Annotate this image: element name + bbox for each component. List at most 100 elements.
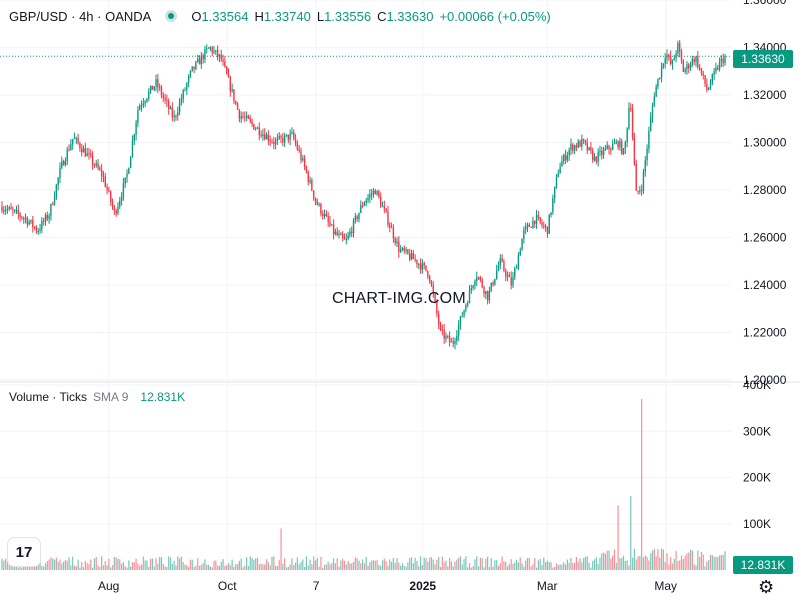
volume-bar [280, 528, 282, 570]
price-axis-label: 1.26000 [743, 231, 787, 245]
candle-body [171, 107, 174, 118]
candle-body [644, 160, 646, 172]
volume-bar [447, 566, 449, 570]
candle-body [334, 231, 337, 235]
volume-bar [429, 557, 431, 570]
volume-bar [52, 558, 54, 570]
volume-bar [539, 558, 541, 570]
candle-body [186, 83, 188, 90]
high-label: H [254, 8, 264, 24]
symbol-title[interactable]: GBP/USD · 4h · OANDA [9, 8, 152, 24]
candle-body [506, 275, 509, 277]
volume-bar [227, 563, 230, 570]
volume-bar [106, 565, 108, 570]
candle-body [597, 152, 599, 162]
gear-icon[interactable]: ⚙ [758, 577, 775, 597]
candle-body [318, 203, 320, 205]
candle-body [372, 190, 375, 195]
volume-bar [485, 558, 487, 570]
candle-body [613, 143, 616, 145]
candle-body [13, 210, 16, 212]
candle-body [376, 190, 378, 195]
volume-bar [102, 565, 105, 570]
volume-bar [298, 564, 300, 570]
price-axis-label: 1.30000 [743, 136, 787, 150]
volume-bar [157, 563, 159, 570]
volume-bar [706, 561, 708, 570]
candle-body [57, 177, 59, 185]
volume-bar [699, 556, 701, 570]
volume-bar [572, 563, 574, 570]
candle-body [12, 209, 14, 211]
candle-body [673, 57, 675, 61]
volume-bar [497, 565, 500, 570]
candle-body [628, 108, 630, 129]
candle-body [289, 133, 291, 140]
candle-body [133, 134, 135, 141]
candle-body [528, 224, 531, 227]
candle-body [624, 142, 627, 149]
volume-bar [333, 558, 335, 570]
volume-bar [255, 558, 257, 570]
candle-body [253, 124, 255, 130]
chart-legend: GBP/USD · 4h · OANDA O 1.33564 H 1.33740 L… [9, 6, 551, 26]
volume-bar [253, 559, 255, 570]
candle-body [117, 206, 119, 214]
volume-bar [1, 558, 3, 570]
volume-bar [155, 558, 157, 570]
candle-body [352, 219, 355, 234]
volume-bar [675, 550, 677, 570]
candle-body [166, 99, 168, 102]
volume-bar [140, 564, 143, 570]
volume-bar [503, 561, 505, 570]
volume-bar [468, 563, 471, 570]
volume-bar [477, 566, 480, 570]
candle-body [62, 161, 65, 166]
candle-body [668, 54, 670, 57]
volume-bar [521, 563, 523, 570]
volume-bar [84, 560, 86, 570]
volume-bar [499, 563, 501, 570]
tradingview-logo-icon[interactable]: 17 [8, 538, 40, 566]
volume-bar [414, 557, 416, 570]
volume-bar [720, 555, 722, 570]
candle-body [448, 335, 451, 343]
volume-bar [110, 567, 112, 570]
candle-body [91, 155, 94, 165]
volume-bar [662, 549, 664, 570]
volume-bar [363, 563, 366, 570]
volume-bar [691, 550, 693, 570]
candle-body [693, 58, 695, 62]
candle-body [630, 108, 632, 110]
open-label: O [191, 8, 202, 24]
candle-body [378, 190, 380, 197]
candle-body [182, 90, 184, 100]
close-label: C [377, 8, 387, 24]
volume-bar [5, 558, 7, 570]
volume-bar [178, 558, 181, 570]
volume-bar [269, 565, 271, 570]
candle-body [341, 234, 344, 238]
candle-body [389, 224, 391, 228]
candle-body [93, 164, 96, 166]
candle-body [73, 138, 76, 140]
volume-bar [496, 560, 498, 570]
volume-bar [88, 564, 90, 570]
volume-title[interactable]: Volume · Ticks [9, 390, 88, 404]
volume-bar [595, 557, 597, 570]
volume-bar [443, 562, 445, 570]
volume-bar [374, 560, 376, 570]
candle-body [399, 249, 402, 253]
volume-bar [660, 548, 663, 570]
volume-bar [168, 556, 170, 570]
candle-body [584, 140, 587, 143]
volume-bar [39, 560, 41, 570]
volume-bar [343, 560, 346, 570]
candle-body [102, 176, 105, 178]
volume-bar [383, 558, 385, 570]
candle-body [401, 247, 404, 250]
candle-body [539, 217, 541, 223]
volume-axis-label: 200K [743, 471, 771, 485]
volume-bar [206, 564, 208, 570]
